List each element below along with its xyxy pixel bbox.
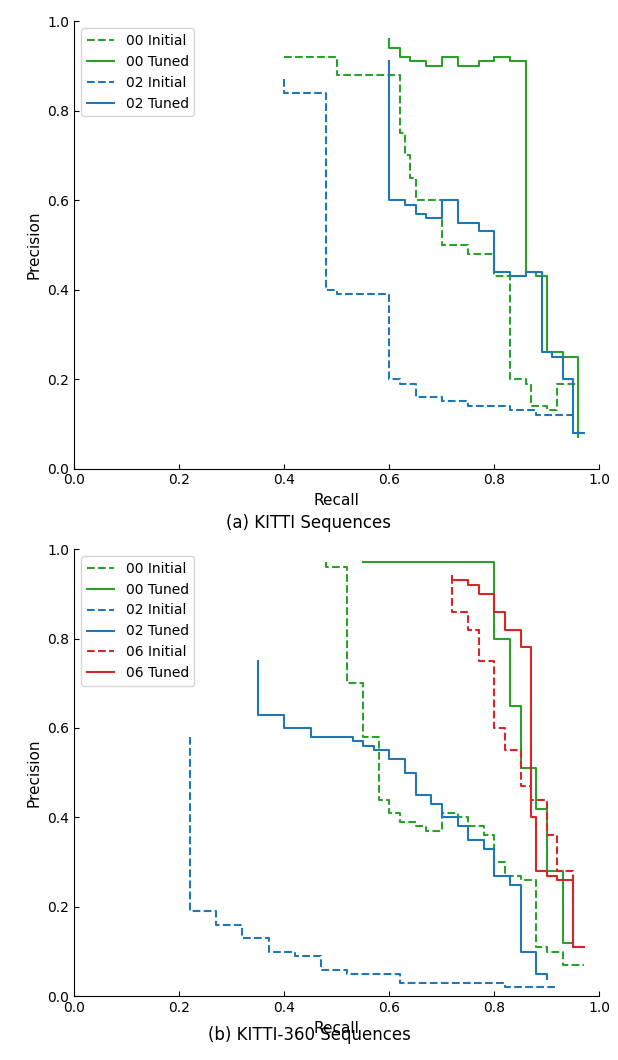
Legend: 00 Initial, 00 Tuned, 02 Initial, 02 Tuned, 06 Initial, 06 Tuned: 00 Initial, 00 Tuned, 02 Initial, 02 Tun… [81,556,194,686]
X-axis label: Recall: Recall [314,493,360,508]
X-axis label: Recall: Recall [314,1021,360,1036]
Legend: 00 Initial, 00 Tuned, 02 Initial, 02 Tuned: 00 Initial, 00 Tuned, 02 Initial, 02 Tun… [81,29,194,117]
Y-axis label: Precision: Precision [27,739,42,807]
Text: (a) KITTI Sequences: (a) KITTI Sequences [227,514,391,532]
Text: (b) KITTI-360 Sequences: (b) KITTI-360 Sequences [208,1026,410,1044]
Y-axis label: Precision: Precision [27,211,42,279]
